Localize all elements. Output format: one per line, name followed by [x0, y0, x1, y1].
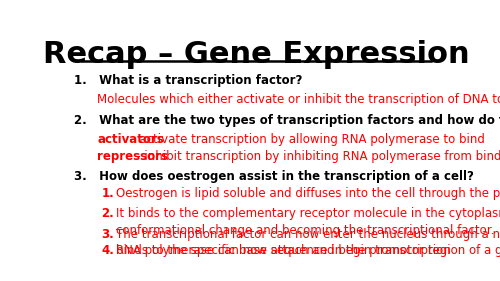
Text: 4.: 4.	[101, 244, 114, 257]
Text: It binds to the complementary receptor molecule in the cytoplasm, resulting in a: It binds to the complementary receptor m…	[116, 207, 500, 237]
Text: Molecules which either activate or inhibit the transcription of DNA to mRNA: Molecules which either activate or inhib…	[98, 93, 500, 106]
Text: activators: activators	[98, 133, 164, 146]
Text: 1.: 1.	[101, 187, 114, 200]
Text: RNA polymerase can now attach and begin transcription: RNA polymerase can now attach and begin …	[116, 244, 450, 257]
Text: 2.: 2.	[101, 207, 114, 220]
Text: – activate transcription by allowing RNA polymerase to bind: – activate transcription by allowing RNA…	[126, 133, 485, 146]
Text: Oestrogen is lipid soluble and diffuses into the cell through the phospholipid b: Oestrogen is lipid soluble and diffuses …	[116, 187, 500, 200]
Text: repressors: repressors	[98, 150, 168, 163]
Text: 3.: 3.	[101, 228, 114, 241]
Text: 1.   What is a transcription factor?: 1. What is a transcription factor?	[74, 74, 302, 87]
Text: Recap – Gene Expression: Recap – Gene Expression	[43, 40, 470, 69]
Text: – inhibit transcription by inhibiting RNA polymerase from binding: – inhibit transcription by inhibiting RN…	[131, 150, 500, 163]
Text: The transcriptional factor can now enter the nucleus through a nuclear pore and
: The transcriptional factor can now enter…	[116, 228, 500, 257]
Text: 2.   What are the two types of transcription factors and how do they work?: 2. What are the two types of transcripti…	[74, 114, 500, 127]
Text: 3.   How does oestrogen assist in the transcription of a cell?: 3. How does oestrogen assist in the tran…	[74, 170, 474, 183]
